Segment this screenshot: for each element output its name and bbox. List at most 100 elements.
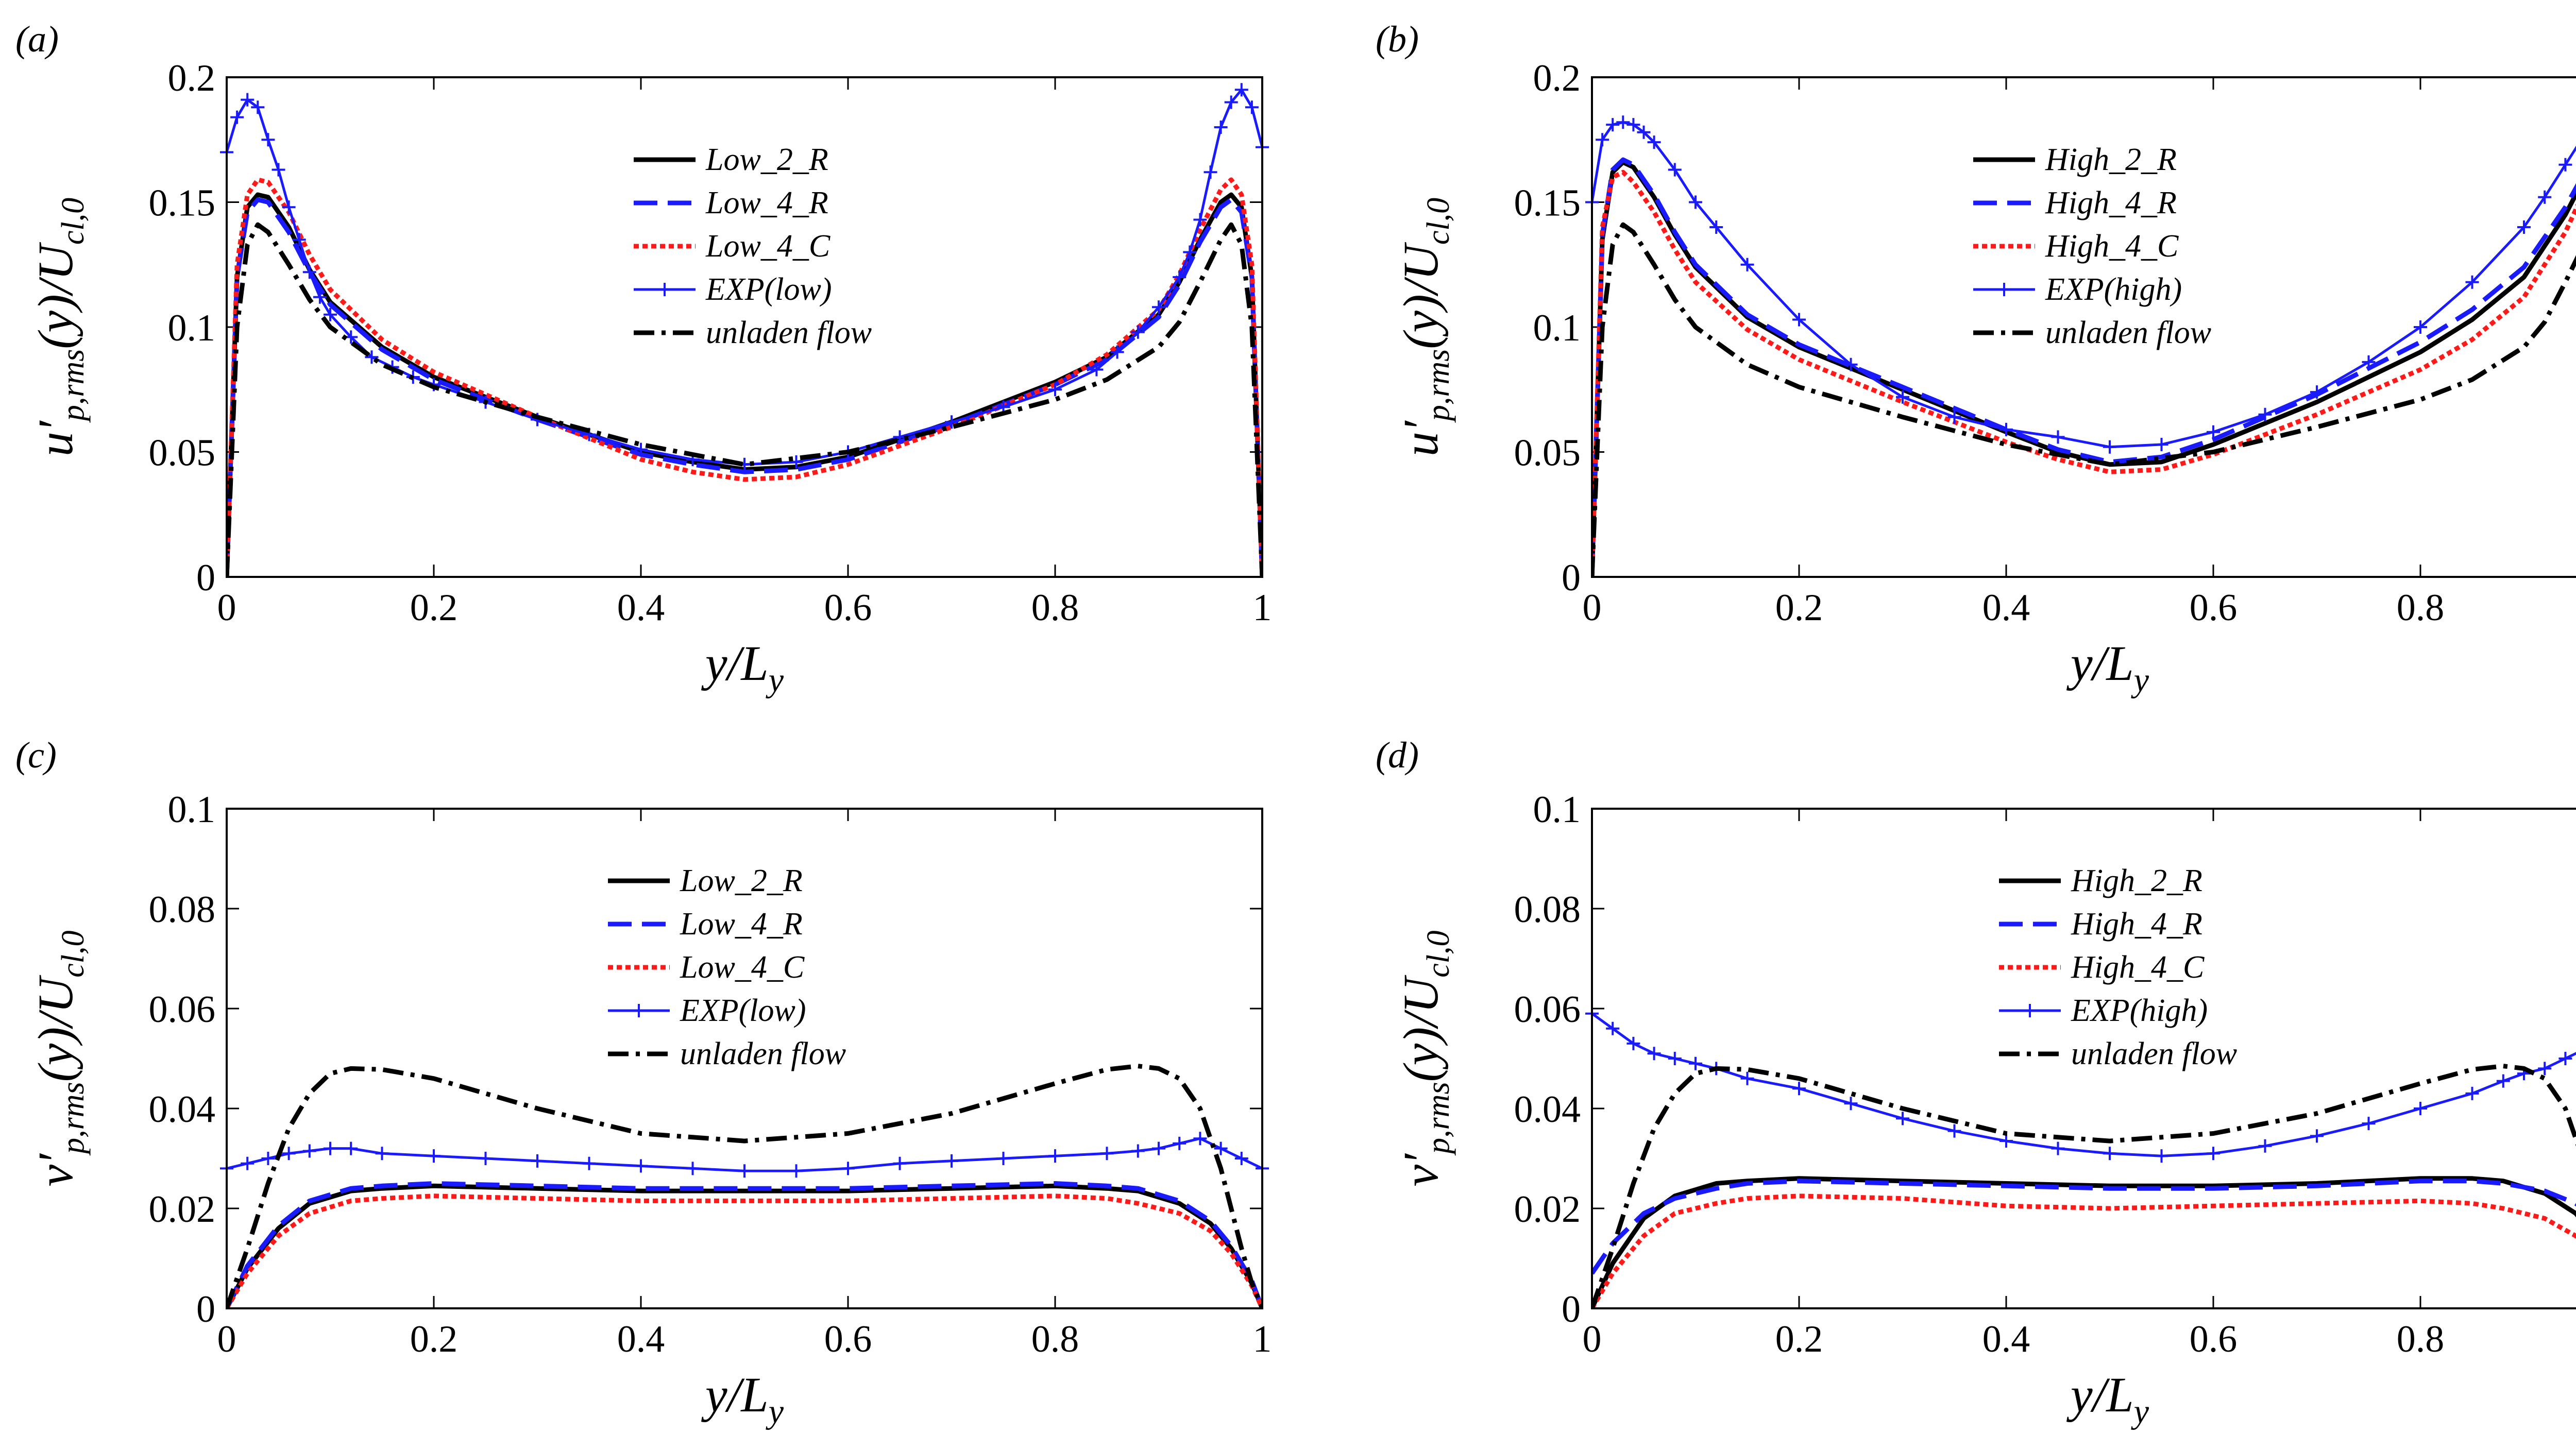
data-point (324, 1141, 337, 1155)
panel-d: (d)00.20.40.60.8100.020.040.060.080.1y/L… (1376, 735, 2576, 1430)
data-point (2517, 220, 2531, 234)
x-tick-label: 0 (217, 1318, 236, 1360)
data-point (893, 1156, 907, 1170)
data-point (2362, 1117, 2376, 1131)
data-point (1173, 1136, 1187, 1150)
panel-label: (c) (15, 735, 57, 776)
data-point (2414, 320, 2427, 334)
data-point (996, 1152, 1010, 1165)
y-tick-label: 0.04 (1514, 1088, 1581, 1131)
data-point (1234, 83, 1248, 97)
data-point (1999, 422, 2013, 436)
plot-frame (1591, 76, 2576, 578)
data-point (302, 265, 316, 279)
data-point (479, 1152, 493, 1165)
data-point (1668, 1052, 1682, 1065)
data-point (302, 1144, 316, 1158)
data-point (1110, 345, 1124, 359)
y-tick-label: 0.1 (1533, 789, 1581, 831)
data-point (1090, 363, 1104, 377)
y-tick-label: 0.15 (1514, 182, 1581, 225)
x-tick-label: 0.2 (1775, 587, 1823, 629)
x-tick-label: 0.2 (410, 587, 458, 629)
data-point (1596, 133, 1609, 147)
data-point (1896, 1112, 1909, 1125)
x-tick-label: 0.8 (2397, 587, 2445, 629)
data-point (241, 93, 255, 107)
legend: High_2_R High_4_R High_4_C EXP(high) unladen… (1999, 863, 2237, 1071)
data-point (1844, 1097, 1858, 1111)
data-point (2558, 1052, 2572, 1065)
data-point (1173, 270, 1187, 284)
data-point (427, 1149, 440, 1163)
data-point (1193, 1132, 1207, 1146)
x-tick-label: 0.2 (410, 1318, 458, 1360)
series-line-low-4-c (227, 177, 1262, 577)
legend-entry: EXP(high) (2071, 993, 2208, 1028)
data-point (1183, 245, 1197, 259)
series-line-unladen-flow (1592, 222, 2576, 577)
data-point (344, 1141, 358, 1155)
panel-a: (a) 0 0.2 0.4 0.6 0.8 1 0 0.05 0.1 0.15 0.2 y/Ly u′p,… (15, 19, 1272, 699)
panel-b: (b)00.20.40.60.8100.050.10.150.2y/Lyu′p,… (1376, 19, 2576, 699)
legend-entry: Low_4_C (705, 229, 831, 264)
data-point (324, 308, 337, 321)
x-tick-label: 0.8 (1031, 1318, 1079, 1360)
legend-entry: High_4_C (2071, 950, 2205, 985)
data-point (2558, 158, 2572, 172)
legend-entry: High_4_R (2045, 185, 2177, 220)
legend-entry: High_4_C (2045, 229, 2179, 264)
data-point (261, 1152, 275, 1165)
data-point (1740, 258, 1754, 271)
series-line-unladen-flow (227, 1064, 1262, 1308)
legend-entry: unladen flow (680, 1036, 846, 1071)
data-point (2465, 1086, 2479, 1100)
legend-entry: EXP(low) (680, 993, 806, 1028)
data-point (945, 415, 958, 429)
data-point (1616, 115, 1630, 129)
data-point (2414, 1102, 2427, 1115)
legend-entry: Low_4_R (705, 185, 828, 220)
y-tick-label: 0.02 (1514, 1188, 1581, 1231)
data-point (375, 1147, 389, 1161)
data-point (282, 1147, 296, 1161)
y-axis-label: u′p,rms(y)/Ucl,0 (28, 198, 91, 456)
data-point (2258, 1139, 2272, 1153)
y-tick-label: 0.04 (149, 1088, 216, 1131)
series-line-high-4-r (1592, 1179, 2576, 1275)
data-point (2496, 1074, 2510, 1088)
legend-entry: High_4_R (2071, 907, 2202, 942)
x-tick-label: 0.6 (824, 1318, 872, 1360)
data-point (2103, 1147, 2116, 1161)
x-tick-label: 0 (1583, 1318, 1602, 1360)
data-point (2207, 1147, 2220, 1161)
data-point (1214, 1141, 1228, 1155)
data-point (2310, 385, 2324, 399)
legend-marker (1997, 283, 2011, 296)
data-point (282, 200, 296, 214)
x-tick-label: 0.8 (2397, 1318, 2445, 1360)
data-point (251, 100, 265, 114)
data-point (1152, 300, 1165, 314)
y-tick-label: 0.06 (1514, 988, 1581, 1031)
y-axis-label: u′p,rms(y)/Ucl,0 (1393, 198, 1456, 456)
legend-entry: Low_2_R (705, 142, 828, 177)
data-point (1131, 1144, 1145, 1158)
data-point (1999, 1134, 2013, 1148)
x-tick-label: 0.4 (1982, 1318, 2030, 1360)
data-point (1689, 1056, 1702, 1070)
legend-marker (2023, 1004, 2037, 1017)
data-point (2362, 355, 2376, 369)
y-tick-label: 0.1 (168, 307, 216, 349)
y-tick-label: 0.15 (149, 182, 216, 225)
legend-entry: Low_4_C (680, 950, 805, 985)
data-point (1224, 95, 1238, 109)
series-line-low-4-c (227, 1193, 1262, 1308)
legend: Low_2_R Low_4_R Low_4_C EXP(low) unladen flo… (608, 863, 846, 1071)
data-point (261, 133, 275, 147)
data-point (1792, 313, 1806, 327)
data-point (945, 1154, 958, 1168)
data-point (241, 1156, 255, 1170)
x-tick-label: 0.4 (617, 1318, 665, 1360)
